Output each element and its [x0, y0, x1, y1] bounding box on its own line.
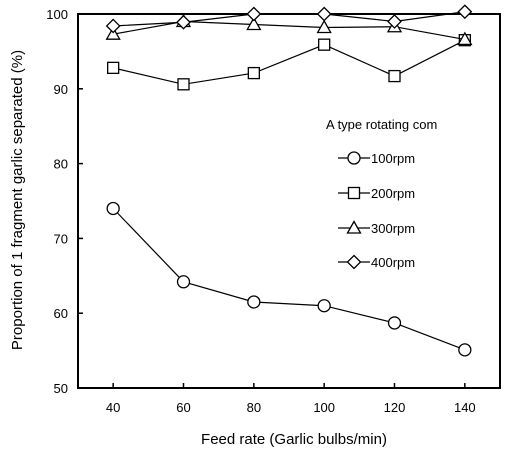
data-point: [246, 16, 262, 31]
data-point: [247, 66, 260, 80]
legend-label: 100rpm: [371, 151, 415, 166]
data-point: [106, 201, 120, 216]
series-line: [113, 11, 465, 27]
legend-label: 300rpm: [371, 221, 415, 236]
data-point: [318, 38, 331, 51]
data-point: [388, 69, 401, 83]
x-tick-label: 60: [176, 400, 190, 415]
legend-marker: [346, 254, 362, 270]
y-tick-label: 60: [54, 306, 68, 321]
legend-entry: 400rpm: [338, 254, 415, 270]
x-tick-label: 120: [384, 400, 406, 415]
series-400rpm: [105, 4, 473, 34]
x-tick-label: 80: [247, 400, 261, 415]
series-layer: [105, 4, 473, 357]
data-point: [107, 61, 120, 75]
legend-items: 100rpm 200rpm 300rpm 400rpm: [338, 151, 415, 270]
data-point: [317, 299, 331, 313]
data-point: [316, 6, 332, 22]
data-point: [105, 18, 121, 34]
data-point: [176, 14, 191, 30]
data-point: [457, 31, 473, 46]
series-line: [113, 20, 465, 41]
legend-entry: 300rpm: [338, 220, 415, 236]
series-200rpm: [107, 34, 471, 91]
data-point: [176, 275, 191, 289]
legend: A type rotating com 100rpm 200rpm 300rpm 40…: [326, 117, 437, 270]
series-300rpm: [105, 13, 473, 46]
legend-label: 400rpm: [371, 255, 415, 270]
legend-entry: 100rpm: [338, 151, 415, 166]
x-tick-label: 100: [313, 400, 335, 415]
data-point: [458, 343, 472, 357]
x-tick-label: 140: [454, 400, 476, 415]
data-point: [387, 316, 402, 330]
series-line: [112, 208, 466, 351]
legend-marker: [346, 220, 362, 234]
data-point: [246, 6, 262, 22]
y-axis-title: Proportion of 1 fragment garlic separate…: [9, 50, 26, 350]
data-point: [387, 14, 402, 29]
legend-marker: [347, 151, 361, 165]
data-point: [247, 295, 261, 309]
axis-ticks: 40 60 80 100 120 140 50 60 70 80 90 100: [46, 7, 475, 415]
data-point: [316, 19, 332, 34]
y-tick-label: 90: [54, 82, 68, 97]
data-point: [177, 78, 190, 91]
y-tick-label: 70: [54, 231, 68, 246]
series-100rpm: [106, 201, 472, 357]
legend-entry: 200rpm: [338, 186, 415, 201]
legend-label: 200rpm: [371, 186, 415, 201]
y-tick-label: 80: [54, 157, 68, 172]
data-point: [457, 4, 473, 20]
plot-frame: [77, 13, 501, 389]
y-tick-label: 100: [46, 7, 68, 22]
legend-title: A type rotating com: [326, 117, 437, 132]
y-tick-label: 50: [54, 381, 68, 396]
data-point: [105, 26, 121, 40]
series-line: [113, 39, 466, 85]
x-axis-title: Feed rate (Garlic bulbs/min): [201, 431, 387, 448]
x-tick-label: 40: [106, 400, 120, 415]
legend-marker: [347, 186, 361, 200]
